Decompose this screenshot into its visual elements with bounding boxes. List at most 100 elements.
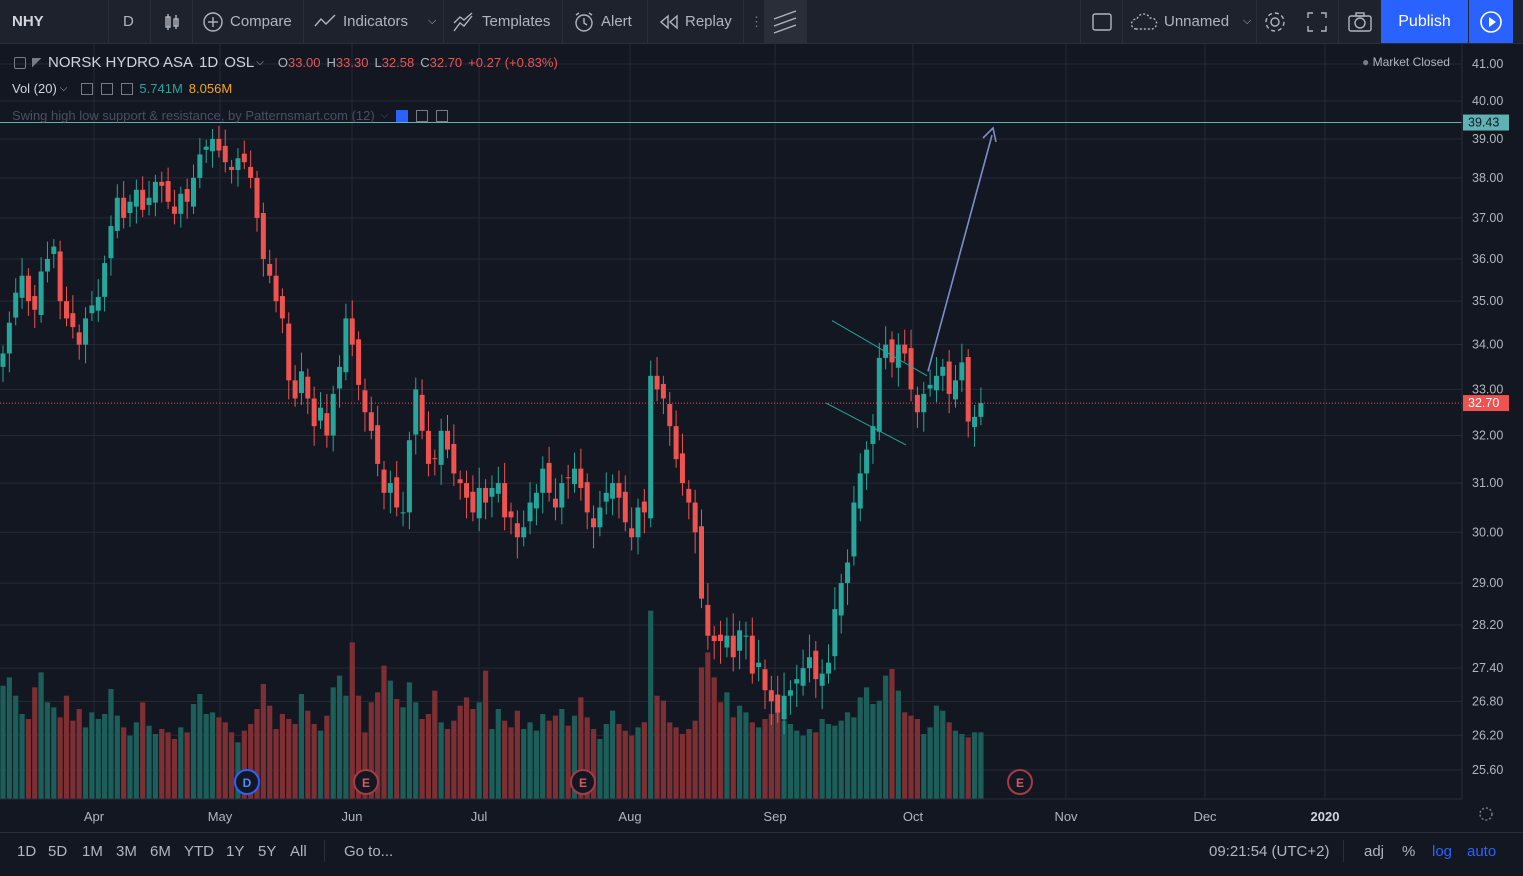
range-button-ytd[interactable]: YTD: [184, 842, 214, 860]
last-price-label: 32.70: [1468, 396, 1499, 410]
candle-body: [641, 501, 647, 513]
percent-toggle[interactable]: %: [1402, 833, 1415, 869]
candle-body: [527, 502, 533, 522]
divider: [562, 0, 563, 43]
symbol-search[interactable]: NHY: [12, 0, 44, 43]
trend-lines-button[interactable]: [764, 0, 806, 43]
hide-icon[interactable]: [81, 82, 94, 95]
range-button-5d[interactable]: 5D: [48, 842, 68, 860]
volume-bar: [838, 720, 844, 799]
candle-body: [451, 443, 457, 474]
volume-bar: [381, 665, 387, 799]
adj-toggle[interactable]: adj: [1364, 833, 1384, 869]
swing-indicator-label: Swing high low support & resistance, by …: [12, 108, 375, 123]
visibility-icon[interactable]: [396, 109, 409, 122]
volume-bar: [616, 724, 622, 799]
range-button-5y[interactable]: 5Y: [258, 842, 277, 860]
range-button-6m[interactable]: 6M: [150, 842, 171, 860]
publish-button[interactable]: Publish: [1381, 0, 1468, 43]
volume-bar: [635, 727, 641, 799]
interval-button[interactable]: D: [123, 0, 134, 43]
settings-icon[interactable]: [416, 109, 429, 122]
time-label: 09:21:54 (UTC+2): [1209, 842, 1330, 860]
settings-button[interactable]: [1263, 0, 1287, 43]
candle-body: [660, 383, 666, 399]
collapse-icon[interactable]: [14, 56, 26, 69]
volume-bar: [610, 710, 616, 799]
range-button-1m[interactable]: 1M: [82, 842, 103, 860]
volume-bar: [584, 717, 590, 799]
play-button[interactable]: [1469, 0, 1513, 43]
candle-body: [572, 468, 577, 485]
candle-body: [25, 275, 31, 302]
volume-bar: [768, 714, 774, 799]
range-button-1y[interactable]: 1Y: [226, 842, 245, 860]
price-tick-label: 25.60: [1472, 763, 1503, 777]
settings-icon[interactable]: [101, 82, 114, 95]
chart-style-button[interactable]: [162, 0, 182, 43]
dividend-marker: [234, 769, 260, 795]
divider: [324, 840, 325, 862]
volume-bar: [717, 702, 724, 799]
volume-bar: [38, 672, 44, 799]
cloud-icon: [1130, 12, 1158, 30]
chevron-down-icon[interactable]: ⌵: [59, 83, 68, 94]
volume-bar: [775, 710, 781, 799]
chevron-down-icon[interactable]: ⌵: [380, 110, 389, 121]
gear-icon: [1479, 807, 1493, 821]
templates-button[interactable]: Templates: [452, 0, 550, 43]
volume-bar: [254, 709, 260, 799]
volume-bar: [273, 729, 279, 799]
range-button-1d[interactable]: 1D: [17, 842, 37, 860]
percent-label: %: [1402, 842, 1416, 860]
volume-bar: [127, 735, 133, 799]
volume-bar: [89, 712, 95, 799]
range-button-3m[interactable]: 3M: [116, 842, 137, 860]
snapshot-button[interactable]: [1347, 0, 1373, 43]
price-chart[interactable]: 41.00 40.00 39.00 38.00 37.00 36.00 35.00 34.00…: [0, 44, 1523, 832]
chevron-down-icon[interactable]: ⌵: [256, 57, 264, 68]
candle-body: [140, 189, 146, 210]
adj-label: adj: [1364, 842, 1385, 860]
replay-button[interactable]: Replay: [659, 0, 732, 43]
candle-body: [508, 511, 514, 518]
volume-bar: [102, 714, 108, 799]
flag-icon[interactable]: [32, 57, 42, 68]
candle-body: [610, 483, 616, 499]
volume-bar: [711, 677, 717, 799]
volume-bar: [489, 729, 495, 799]
layout-square-button[interactable]: [1091, 0, 1113, 43]
candle-body: [540, 468, 546, 493]
volume-bar: [794, 730, 800, 799]
candle-body: [286, 323, 292, 381]
candle-body: [978, 403, 984, 417]
fullscreen-button[interactable]: [1306, 0, 1328, 43]
volume-bar: [933, 705, 940, 799]
layout-name-button[interactable]: Unnamed ⌵: [1130, 0, 1251, 43]
candle-body: [337, 366, 343, 389]
goto-button[interactable]: Go to...: [344, 833, 393, 869]
close-icon[interactable]: [121, 82, 134, 95]
volume-bar: [229, 732, 235, 799]
close-icon[interactable]: [436, 109, 449, 122]
volume-bar: [787, 724, 793, 799]
indicators-icon: [314, 14, 336, 26]
auto-toggle[interactable]: auto: [1467, 833, 1496, 869]
volume-bar: [540, 714, 546, 799]
alert-button[interactable]: Alert: [573, 0, 632, 43]
volume-bar: [559, 709, 565, 799]
candle-body: [406, 440, 412, 513]
log-toggle[interactable]: log: [1432, 833, 1452, 869]
clock-readout[interactable]: 09:21:54 (UTC+2): [1209, 833, 1329, 869]
resistance-price-label: 39.43: [1468, 116, 1499, 130]
candle-body: [197, 154, 203, 178]
compare-button[interactable]: Compare: [202, 0, 292, 43]
range-button-all[interactable]: All: [290, 842, 307, 860]
indicators-button[interactable]: Indicators ⌵: [313, 0, 436, 43]
volume-bar: [641, 722, 647, 799]
candle-body: [667, 403, 673, 427]
candle-body: [121, 197, 127, 218]
candle-body: [152, 181, 158, 203]
candle-body: [260, 213, 266, 259]
